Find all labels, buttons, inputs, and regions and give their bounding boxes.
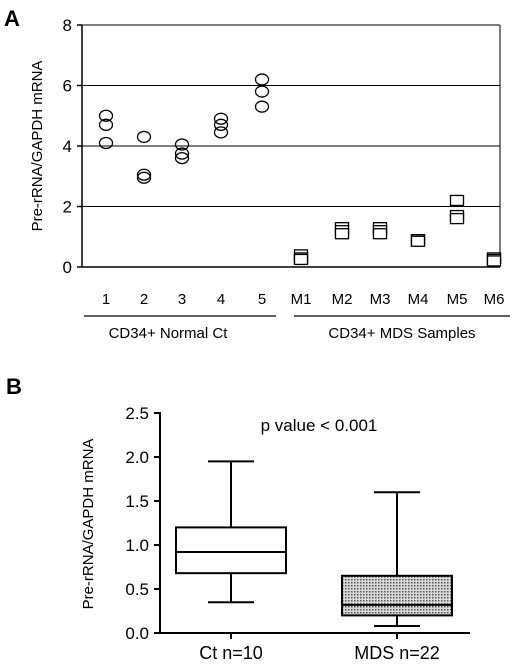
panel-a-data-point-circle [174,151,190,165]
panel-b-y-tick-label: 1.5 [125,492,149,511]
panel-b-x-tick-label: Ct n=10 [199,643,263,663]
panel-a-x-tick-label: M2 [332,291,353,308]
panel-a-group-label: CD34+ Normal Ct [109,325,229,342]
panel-a-data-point-circle [136,168,152,181]
panel-a-data-point-square [410,235,426,247]
panel-a-x-tick-label: 5 [258,291,266,308]
panel-a-y-tick-label: 8 [63,16,72,35]
panel-a-data-point-circle [213,112,229,125]
panel-a-x-tick-label: M4 [408,291,429,308]
panel-b-y-axis-label: Pre-rRNA/GAPDH mRNA [80,439,97,610]
panel-a-data-point-square [293,253,309,266]
panel-a-data-point-circle [254,100,270,113]
panel-a-x-tick-label: 1 [102,291,110,308]
panel-a-data-point-circle [254,73,270,86]
panel-a-x-tick-label: M5 [447,291,468,308]
panel-b-y-tick-label: 2.0 [125,448,149,467]
panel-a-x-tick-label: M1 [291,291,312,308]
panel-b-box [341,574,453,617]
panel-a-x-tick-label: 2 [140,291,148,308]
panel-a-chart: 0 2 4 6 8 1 2 3 4 5 M1 M2 M3 M4 M5 M6 CD34+ Normal Ct C… [29,16,510,342]
panel-a-data-point-circle [174,138,190,151]
panel-a-letter: A [4,6,20,31]
panel-b-y-tick-label: 0.5 [125,580,149,599]
panel-a-x-tick-label: M6 [484,291,505,308]
panel-b-box [175,526,287,575]
panel-a-data-point-circle [136,171,152,184]
panel-a-data-point-square [334,228,350,240]
panel-a-data-point-circle [254,85,270,98]
panel-a-data-point-circle [213,118,229,131]
panel-b-y-tick-label: 0.0 [125,624,149,643]
panel-a-y-tick-label: 2 [63,198,72,217]
panel-a-data-point-circle [98,109,114,122]
panel-a-data-point-square [486,255,502,267]
panel-a-y-tick-label: 0 [63,258,72,277]
panel-a-data-point-circle [98,118,114,131]
panel-a-data-point-square [372,228,388,240]
panel-a-data-point-circle [213,126,229,139]
panel-b-title: p value < 0.001 [261,416,378,435]
panel-b-y-tick-label: 1.0 [125,536,149,555]
panel-a-group-label: CD34+ MDS Samples [328,325,475,342]
panel-a-y-tick-label: 4 [63,137,72,156]
panel-a-data-point-circle [98,136,114,150]
panel-a-x-tick-label: 3 [178,291,186,308]
panel-b-letter: B [6,374,22,399]
panel-a-x-tick-label: M3 [370,291,391,308]
panel-b-x-tick-label: MDS n=22 [354,643,440,663]
panel-a-data-point-circle [174,147,190,160]
panel-a-y-axis-label: Pre-rRNA/GAPDH mRNA [29,61,46,232]
panel-a-x-tick-label: 4 [217,291,225,308]
panel-a-data-point-square [449,194,465,207]
panel-b-y-tick-label: 2.5 [125,404,149,423]
panel-a-data-point-circle [136,130,152,144]
panel-a-data-point-square [449,212,465,225]
panel-b-chart: 0.0 0.5 1.0 1.5 2.0 2.5 Ct n=10 MDS n=22 p val… [80,404,470,663]
panel-a-y-tick-label: 6 [63,77,72,96]
